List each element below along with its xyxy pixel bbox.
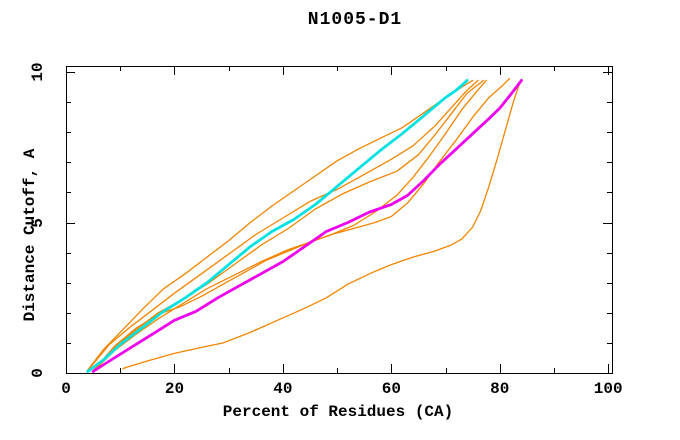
series-orange-model-6	[122, 80, 522, 370]
series-orange-model-5	[92, 79, 487, 373]
y-tick-label: 10	[29, 62, 47, 82]
series-magenta-model	[91, 79, 523, 373]
x-tick-label: 40	[273, 380, 293, 398]
series-orange-model-3	[92, 79, 485, 372]
series-cyan-model	[86, 79, 469, 373]
y-axis-label: Distance Cutoff, A	[21, 148, 39, 322]
x-tick-label: 20	[164, 380, 185, 398]
plot-frame	[66, 66, 613, 374]
x-tick-label: 80	[490, 380, 510, 398]
chart-title: N1005-D1	[307, 10, 403, 30]
series-orange-model-2	[87, 79, 479, 372]
x-tick-label: 100	[593, 380, 623, 398]
y-tick-label: 5	[29, 217, 47, 228]
x-axis-label: Percent of Residues (CA)	[222, 403, 454, 421]
x-tick-label: 60	[381, 380, 401, 398]
x-tick-label: 0	[61, 380, 71, 398]
series-orange-model-1	[87, 79, 474, 371]
y-tick-label: 0	[29, 368, 47, 378]
series-orange-model-4	[92, 77, 511, 372]
